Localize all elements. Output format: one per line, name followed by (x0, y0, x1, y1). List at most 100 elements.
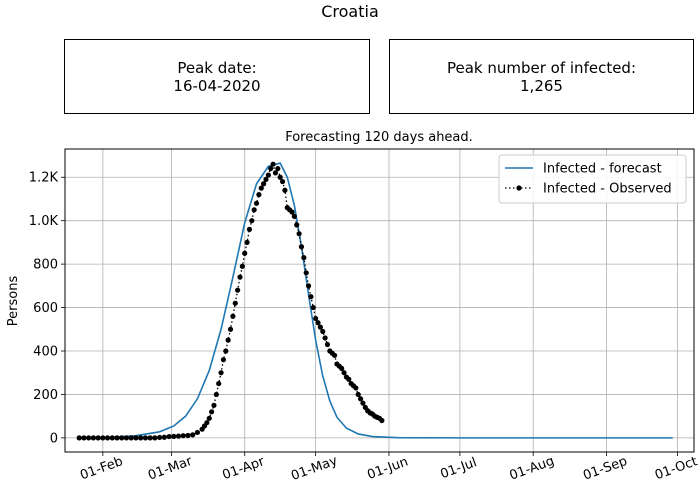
observed-point (263, 176, 269, 183)
observed-point (379, 417, 385, 424)
observed-point (346, 376, 352, 382)
observed-point (237, 274, 243, 280)
legend-label: Infected - Observed (543, 182, 672, 197)
observed-point (360, 400, 366, 406)
observed-point (301, 255, 307, 261)
observed-point (320, 328, 326, 335)
observed-point (355, 391, 361, 398)
observed-point (185, 432, 191, 439)
observed-point (339, 365, 345, 371)
observed-point (305, 283, 312, 289)
peak-infected-label: Peak number of infected: (446, 58, 637, 77)
observed-point (294, 222, 300, 228)
observed-point (218, 370, 224, 376)
observed-point (258, 185, 264, 191)
series-layer (76, 161, 673, 441)
observed-point (315, 320, 321, 326)
observed-point (253, 200, 260, 206)
observed-point (256, 192, 262, 198)
observed-point (249, 218, 255, 224)
observed-point (322, 335, 328, 341)
observed-point (119, 435, 125, 441)
observed-point (220, 357, 227, 363)
observed-point (296, 231, 302, 237)
x-tick-label: 01-Sep (581, 454, 629, 484)
chart-title: Forecasting 120 days ahead. (285, 130, 473, 145)
y-tick-label: 400 (33, 345, 58, 360)
observed-point (128, 435, 134, 441)
plot-frame (64, 148, 695, 453)
observed-point (308, 294, 314, 300)
observed-point (225, 337, 231, 343)
observed-point (152, 435, 158, 441)
observed-point (142, 435, 148, 441)
observed-point (156, 434, 163, 441)
peak-date-box: Peak date: 16-04-2020 (64, 39, 370, 114)
forecast-line (79, 162, 673, 439)
y-tick-label: 1.0K (29, 214, 59, 229)
legend-label: Infected - forecast (543, 162, 662, 177)
legend-box (498, 154, 687, 204)
observed-point (161, 434, 167, 440)
observed-point (209, 409, 215, 415)
observed-point (289, 209, 295, 215)
peak-date-value: 16-04-2020 (173, 76, 261, 95)
peak-infected-value: 1,265 (520, 76, 563, 95)
x-tick-label: 01-Mar (146, 454, 195, 484)
observed-point (180, 433, 186, 439)
observed-point (313, 315, 319, 322)
observed-point (251, 207, 257, 213)
observed-point (235, 287, 241, 293)
peak-infected-box: Peak number of infected: 1,265 (389, 39, 694, 114)
observed-point (95, 435, 101, 441)
observed-point (277, 174, 283, 180)
observed-point (331, 352, 338, 358)
x-tick-label: 01-Aug (508, 454, 557, 484)
observed-point (341, 370, 347, 376)
observed-point (90, 435, 96, 441)
observed-point (303, 270, 309, 276)
peak-date-label: Peak date: (177, 58, 257, 77)
observed-point (357, 396, 364, 402)
observed-point (270, 161, 276, 167)
observed-point (81, 435, 87, 441)
observed-point (104, 435, 111, 441)
observed-point (213, 391, 219, 398)
observed-point (275, 165, 281, 172)
observed-point (216, 380, 222, 387)
x-tick-label: 01-Jul (438, 455, 479, 482)
observed-point (272, 170, 279, 176)
observed-point (310, 304, 316, 311)
observed-point (230, 313, 236, 319)
observed-point (324, 341, 331, 348)
observed-point (76, 435, 82, 441)
observed-point (206, 415, 212, 421)
observed-point (123, 435, 130, 441)
y-tick-label: 800 (33, 258, 58, 273)
observed-point (239, 263, 245, 269)
observed-point (109, 435, 115, 441)
observed-point (190, 432, 196, 438)
y-tick-label: 1.2K (29, 171, 59, 186)
x-tick-label: 01-Apr (221, 454, 268, 483)
legend: Infected - forecast Infected - Observed (498, 154, 687, 204)
observed-point (100, 435, 106, 441)
observed-point (282, 187, 288, 193)
observed-point (265, 172, 271, 178)
observed-point (114, 435, 120, 441)
observed-point (166, 433, 172, 440)
observed-point (353, 385, 359, 391)
observed-point (86, 435, 92, 441)
observed-point (232, 300, 238, 306)
observed-line (79, 162, 383, 439)
y-tick-label: 600 (33, 301, 58, 316)
observed-point (171, 433, 177, 439)
observed-point (133, 435, 139, 441)
y-axis-label: Persons (6, 276, 21, 327)
observed-point (227, 326, 234, 332)
observed-point (279, 178, 286, 185)
observed-point (223, 348, 229, 354)
figure-title: Croatia (321, 2, 379, 21)
observed-point (298, 244, 305, 250)
